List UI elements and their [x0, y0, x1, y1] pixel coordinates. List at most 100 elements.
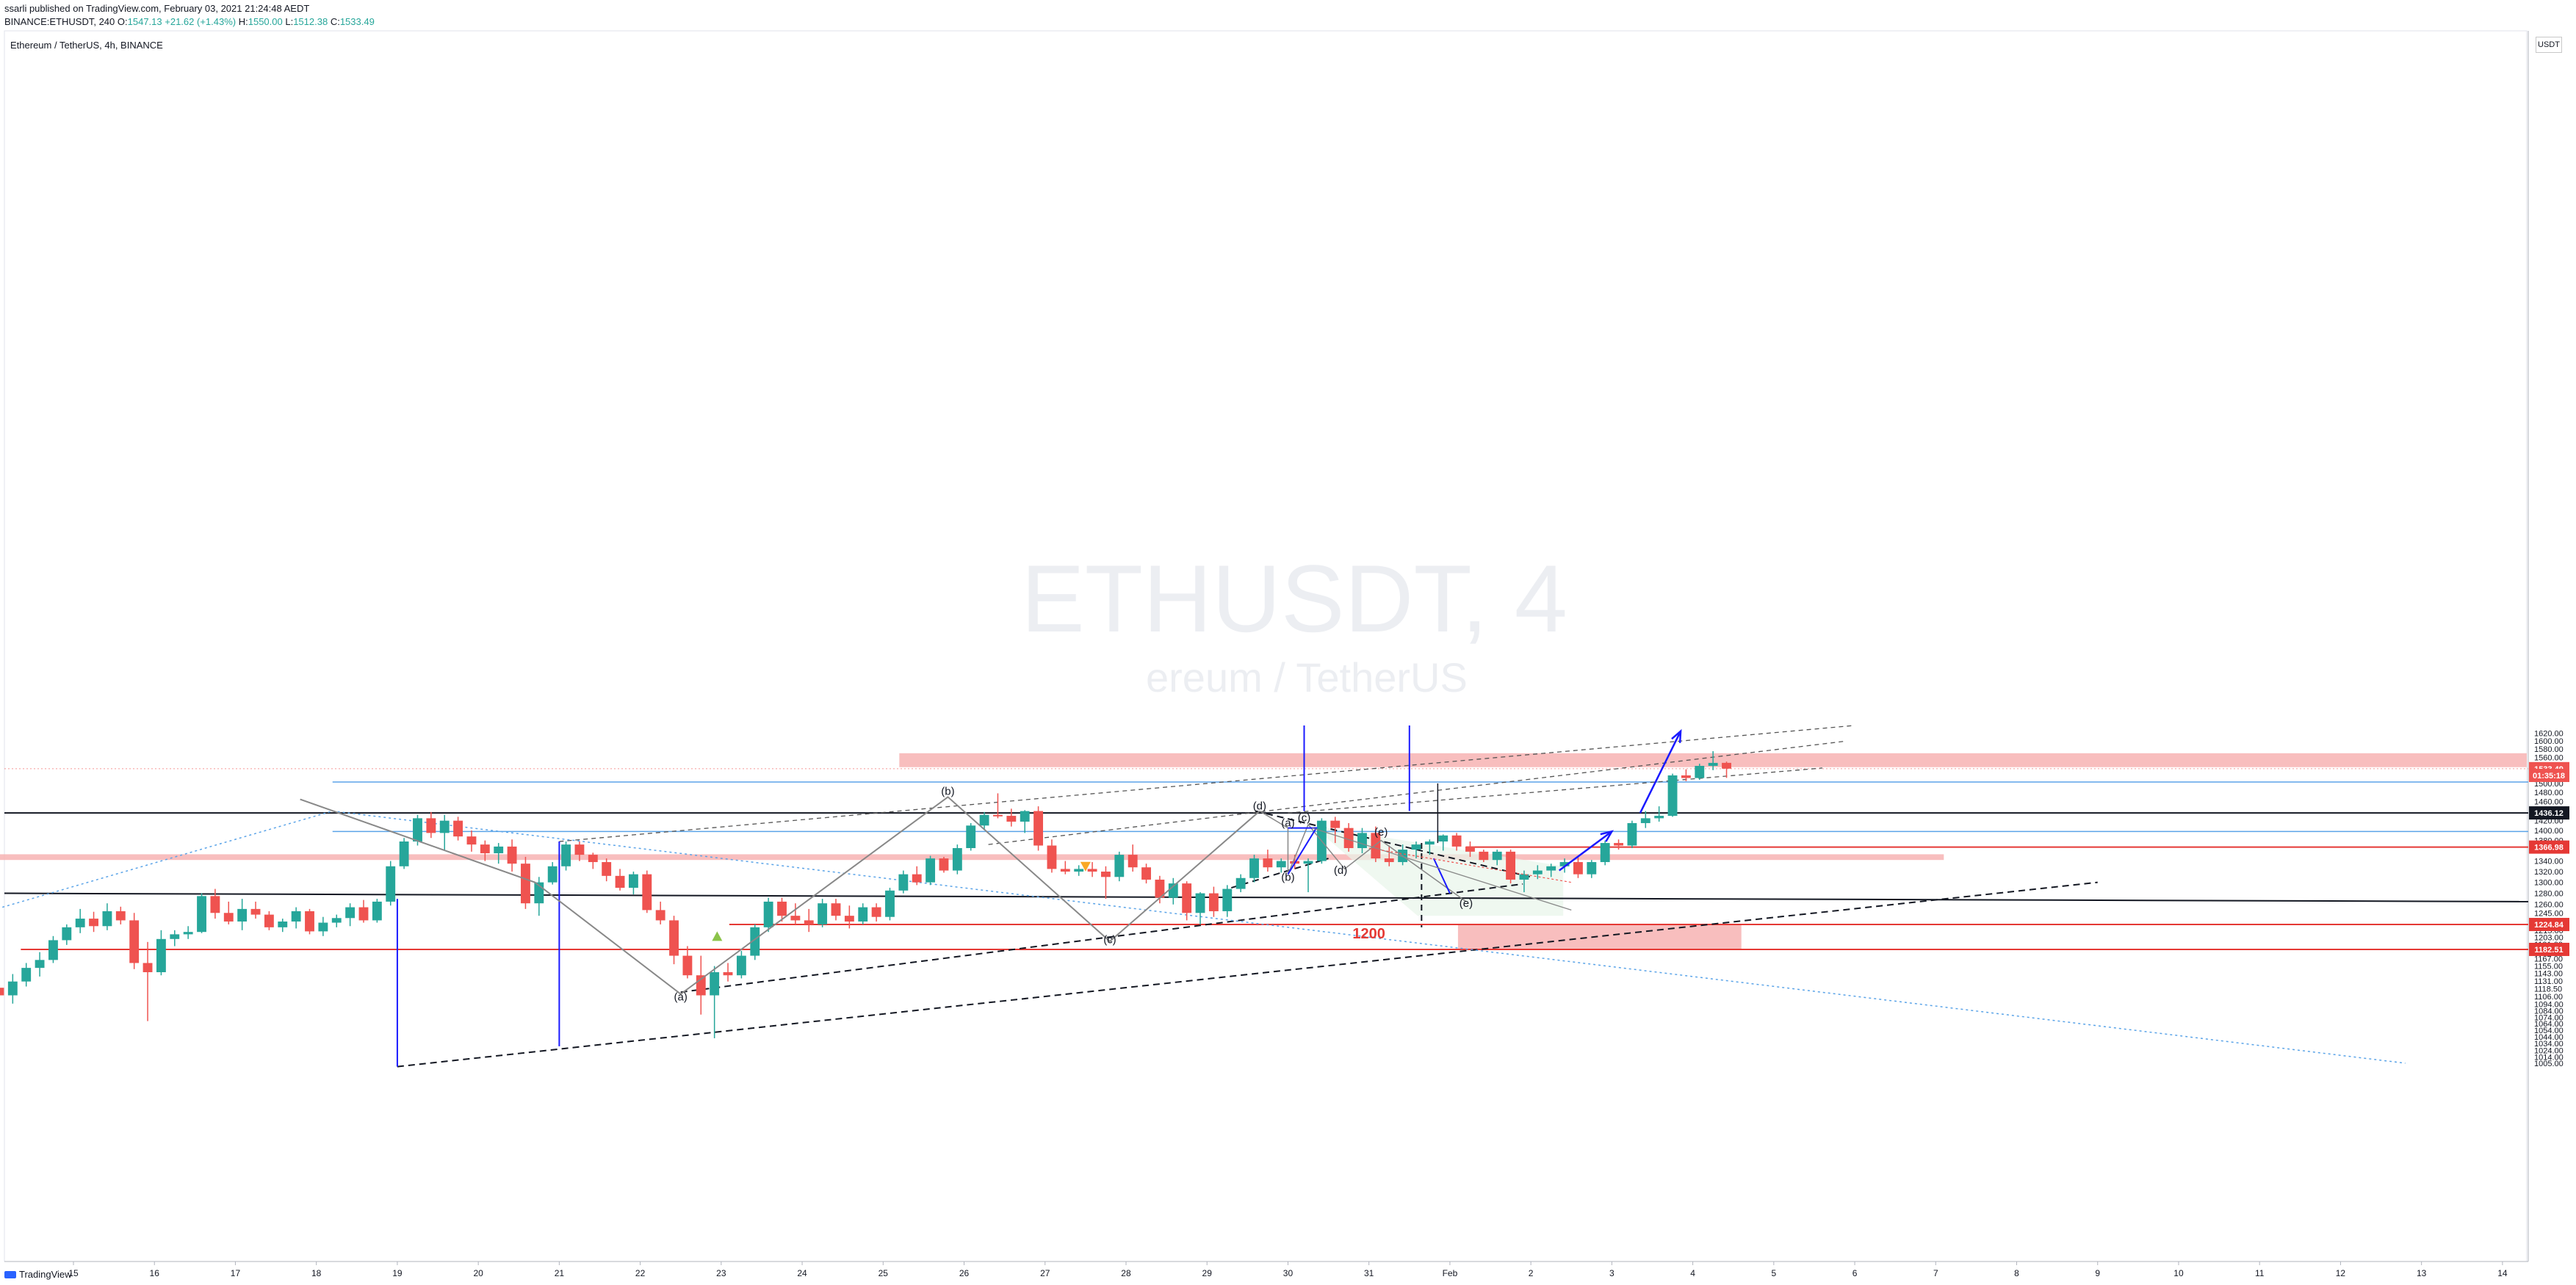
candle-body — [615, 875, 625, 888]
candle-body — [763, 901, 773, 927]
candle-body — [399, 841, 409, 866]
candle-body — [426, 818, 436, 833]
candle-body — [1155, 879, 1165, 898]
candle-body — [952, 847, 962, 871]
candle-body — [1060, 869, 1070, 872]
x-tick-label: 10 — [2173, 1268, 2184, 1278]
candle-body — [1168, 883, 1178, 898]
x-tick-label: 6 — [1852, 1268, 1858, 1278]
candle-body — [21, 968, 32, 982]
candle-body — [466, 836, 477, 845]
ohlc-line: BINANCE:ETHUSDT, 240 O:1547.13 +21.62 (+… — [4, 16, 375, 27]
y-tick-label: 1054.00 — [2534, 1027, 2564, 1035]
x-tick-label: 14 — [2497, 1268, 2508, 1278]
blue-dotted-fall — [332, 810, 2406, 1064]
price-label-text: 1182.51 — [2534, 946, 2563, 955]
triangle-bottom-dashed — [1230, 858, 1329, 889]
ohlc-open: 1547.13 — [127, 16, 162, 27]
candle-body — [507, 846, 517, 864]
price-label-box — [2529, 840, 2569, 854]
candle-body — [1074, 869, 1084, 872]
candle-body — [1384, 858, 1394, 863]
x-tick-label: 22 — [635, 1268, 646, 1278]
channel-mid-dashed — [680, 883, 1523, 993]
x-tick-label: 8 — [2014, 1268, 2019, 1278]
candle-body — [1627, 822, 1637, 846]
candle-body — [1033, 811, 1044, 846]
channel-upper3-dashed — [1288, 767, 1823, 814]
y-tick-label: 1044.00 — [2534, 1033, 2564, 1042]
candle-body — [1667, 775, 1678, 817]
candle-body — [494, 846, 504, 853]
x-tick-label: 24 — [797, 1268, 807, 1278]
y-tick-label: 1118.50 — [2534, 985, 2562, 993]
candle-body — [291, 911, 301, 922]
y-tick-label: 1260.00 — [2534, 901, 2564, 910]
y-tick-label: 1084.00 — [2534, 1007, 2564, 1016]
candle-body — [885, 890, 895, 917]
candle-body — [1573, 862, 1583, 875]
y-tick-label: 1064.00 — [2534, 1020, 2564, 1029]
y-tick-label: 1094.00 — [2534, 1001, 2564, 1010]
watermark-symbol: ETHUSDT, 4 — [1021, 545, 1567, 652]
candle-body — [439, 820, 450, 833]
candle-body — [237, 908, 248, 922]
candle-body — [1640, 818, 1650, 823]
x-tick-label: 31 — [1364, 1268, 1374, 1278]
candle-body — [1357, 833, 1367, 848]
price-label-box — [2529, 768, 2569, 782]
candle-body — [331, 918, 342, 923]
chart-legend: Ethereum / TetherUS, 4h, BINANCE — [10, 40, 163, 51]
candle-body — [1249, 858, 1259, 878]
x-tick-label: 17 — [231, 1268, 241, 1278]
channel-upper2-dashed — [988, 740, 1847, 845]
candle-body — [1087, 869, 1097, 872]
x-tick-label: 3 — [1609, 1268, 1614, 1278]
projection-arrow-1 — [1558, 830, 1613, 872]
candle-body — [602, 862, 612, 876]
candle-body — [1600, 843, 1610, 863]
y-tick-label: 1014.00 — [2534, 1054, 2564, 1063]
candle-body — [1182, 883, 1192, 913]
candle-body — [1343, 828, 1354, 848]
candle-body — [358, 907, 369, 921]
resistance-zone-2 — [1457, 924, 1742, 950]
x-tick-label: 15 — [68, 1268, 79, 1278]
candle-body — [1492, 851, 1502, 861]
candle-body — [939, 858, 949, 871]
candle-body — [1303, 861, 1313, 864]
wave-label: (c) — [1298, 811, 1311, 824]
blue-bracket — [1287, 827, 1318, 875]
candle-body — [574, 844, 585, 855]
y-tick-label: 1280.00 — [2534, 890, 2564, 899]
candle-body — [156, 938, 166, 973]
y-tick-label: 1203.00 — [2534, 933, 2564, 942]
red-dotted-guide — [1368, 847, 1572, 883]
candle-body — [871, 907, 881, 917]
y-tick-label: 1131.00 — [2534, 977, 2563, 986]
candle-body — [480, 844, 490, 853]
x-tick-label: 26 — [959, 1268, 970, 1278]
candle-body — [102, 911, 112, 927]
wave-label: (c) — [1103, 933, 1116, 946]
projection-arrow-2 — [1639, 731, 1682, 814]
candle-body — [1506, 851, 1516, 880]
buy-signal-icon — [712, 931, 723, 941]
wave-label: (d) — [1334, 864, 1347, 877]
candle-body — [979, 814, 989, 826]
candle-body — [1371, 833, 1381, 859]
candle-body — [62, 927, 72, 941]
candle-body — [655, 910, 665, 921]
tradingview-brand[interactable]: TradingView — [4, 1269, 72, 1280]
x-tick-label: 19 — [392, 1268, 403, 1278]
y-tick-label: 1340.00 — [2534, 858, 2564, 866]
candle-body — [1128, 855, 1138, 868]
y-tick-label: 1600.00 — [2534, 737, 2564, 746]
candle-body — [386, 866, 396, 902]
candle-body — [750, 927, 760, 956]
publish-line: ssarli published on TradingView.com, Feb… — [4, 3, 310, 14]
currency-tag[interactable]: USDT — [2536, 37, 2562, 53]
candle-body — [669, 920, 679, 956]
candle-body — [305, 911, 314, 932]
